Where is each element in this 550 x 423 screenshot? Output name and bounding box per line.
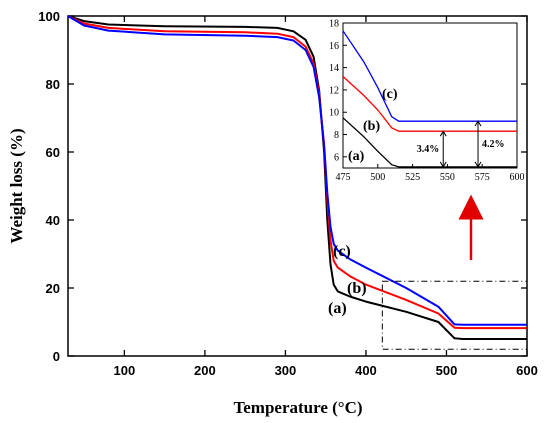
inset-x-tick-label: 550: [440, 172, 455, 183]
y-tick-label: 80: [46, 77, 60, 92]
y-tick-label: 60: [46, 145, 60, 160]
x-tick-label: 200: [194, 363, 216, 378]
inset-y-tick-label: 14: [329, 63, 339, 74]
y-tick-label: 20: [46, 281, 60, 296]
inset-y-tick-label: 18: [329, 19, 339, 30]
inset-x-tick-label: 600: [510, 172, 525, 183]
inset-x-tick-label: 500: [370, 172, 385, 183]
x-tick-label: 500: [436, 363, 458, 378]
x-tick-label: 600: [516, 363, 538, 378]
zoom-box: [381, 280, 528, 350]
x-tick-label: 300: [275, 363, 297, 378]
inset-series-label: (c): [382, 87, 398, 102]
inset-diff-label: 3.4%: [417, 144, 440, 155]
series-label: (c): [333, 243, 351, 260]
inset-x-tick-label: 525: [405, 172, 420, 183]
inset-series-line: [342, 76, 517, 132]
inset-y-tick-label: 12: [329, 85, 339, 96]
y-tick-label: 100: [38, 9, 60, 24]
y-axis-title: Weight loss (%): [7, 128, 26, 243]
inset-y-tick-label: 16: [329, 41, 339, 52]
inset-series-line: [342, 30, 517, 122]
plot-frame: [67, 15, 528, 357]
inset-x-tick-label: 575: [475, 172, 490, 183]
inset-diff-label: 4.2%: [482, 139, 505, 150]
inset-y-tick-label: 6: [334, 152, 339, 163]
inset-x-tick-label: 475: [336, 172, 351, 183]
x-tick-label: 100: [114, 363, 136, 378]
inset-arrow-down: [439, 161, 447, 168]
series-label: (b): [347, 280, 367, 297]
inset-arrow-up: [439, 130, 447, 137]
x-tick-label: 400: [355, 363, 377, 378]
inset-plot: 475 500 525 550 575 600 6 8 10 12 14 16 18 (a) (b) (c) 3…: [329, 19, 525, 184]
series-line: [67, 15, 527, 326]
inset-arrow-down: [474, 161, 482, 168]
inset-series-label: (a): [348, 149, 365, 164]
inset-y-tick-label: 10: [329, 108, 339, 119]
inset-series-label: (b): [363, 119, 380, 134]
y-tick-label: 40: [46, 213, 60, 228]
x-axis-title: Temperature (°C): [233, 398, 362, 417]
inset-series-line: [342, 117, 517, 168]
inset-arrow-up: [474, 120, 482, 127]
inset-y-tick-label: 8: [334, 130, 339, 141]
y-tick-label: 0: [53, 349, 60, 364]
series-label: (a): [328, 300, 347, 317]
inset-frame: [342, 22, 518, 169]
